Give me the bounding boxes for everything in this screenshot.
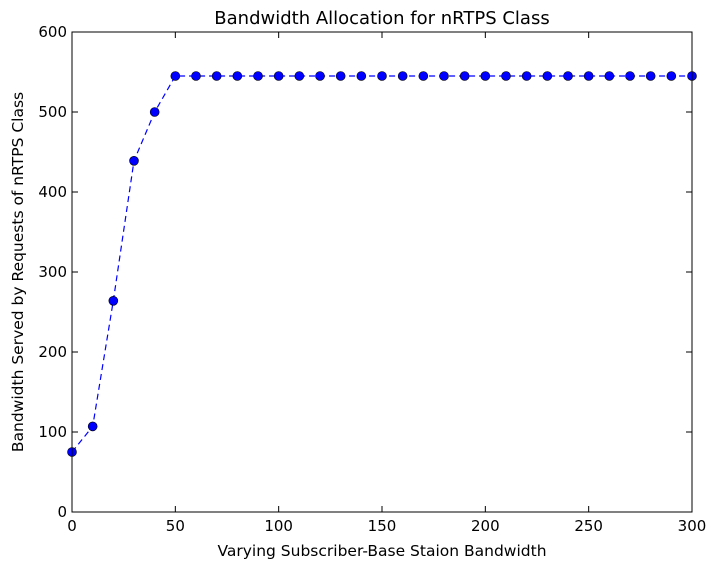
data-point xyxy=(583,71,594,81)
y-tick-label: 600 xyxy=(38,23,67,41)
series-line xyxy=(71,75,692,453)
data-point xyxy=(108,295,119,306)
y-tick-label: 500 xyxy=(38,103,67,121)
data-point xyxy=(625,71,635,81)
data-point xyxy=(666,71,677,81)
data-point xyxy=(459,71,470,81)
data-point xyxy=(191,71,201,81)
y-tick-label: 200 xyxy=(38,343,67,361)
data-point xyxy=(480,71,491,81)
y-axis-title: Bandwidth Served by Requests of nRTPS Cl… xyxy=(9,92,27,452)
data-point xyxy=(294,71,305,81)
data-point xyxy=(273,71,284,81)
x-tick-label: 300 xyxy=(678,517,707,535)
data-point xyxy=(439,71,449,81)
data-point xyxy=(149,107,160,117)
y-tick-label: 100 xyxy=(38,423,67,441)
plot-frame xyxy=(71,31,693,513)
y-tick-label: 400 xyxy=(38,183,67,201)
x-tick-label: 200 xyxy=(471,517,500,535)
data-point xyxy=(563,71,573,81)
axes: 0 50 100 150 200 250 300 0 100 200 300 400 500 600 xyxy=(38,23,706,535)
data-point xyxy=(335,71,346,81)
y-tick-label: 300 xyxy=(38,263,67,281)
plot-area xyxy=(67,71,697,457)
data-point xyxy=(253,71,263,81)
data-point xyxy=(521,71,532,81)
data-point xyxy=(170,71,181,81)
data-point xyxy=(397,71,408,81)
data-point xyxy=(418,71,429,81)
data-point xyxy=(377,71,387,81)
chart-title: Bandwidth Allocation for nRTPS Class xyxy=(214,8,549,29)
data-point xyxy=(315,71,325,81)
x-axis-title: Varying Subscriber-Base Staion Bandwidth xyxy=(217,542,546,560)
data-point xyxy=(232,71,243,81)
data-point xyxy=(87,421,98,432)
data-point xyxy=(604,71,615,81)
y-tick-label: 0 xyxy=(57,503,67,521)
x-tick-label: 0 xyxy=(67,517,77,535)
x-tick-label: 250 xyxy=(574,517,603,535)
data-point xyxy=(501,71,511,81)
data-point xyxy=(356,71,367,81)
data-point xyxy=(211,71,222,81)
x-tick-label: 150 xyxy=(368,517,397,535)
data-point xyxy=(645,71,656,81)
x-tick-label: 100 xyxy=(264,517,293,535)
x-tick-label: 50 xyxy=(166,517,185,535)
data-point xyxy=(542,71,553,81)
data-point xyxy=(129,156,139,166)
